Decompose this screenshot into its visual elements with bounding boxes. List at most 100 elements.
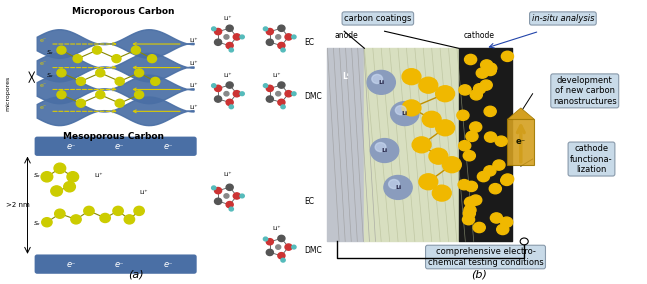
Circle shape <box>233 91 241 97</box>
FancyArrow shape <box>507 108 534 119</box>
Circle shape <box>371 139 399 162</box>
Circle shape <box>226 25 233 32</box>
Circle shape <box>240 35 245 39</box>
Circle shape <box>292 35 296 39</box>
Circle shape <box>96 91 105 99</box>
Circle shape <box>229 48 234 52</box>
FancyBboxPatch shape <box>35 137 197 156</box>
Text: e⁻: e⁻ <box>115 260 124 269</box>
Circle shape <box>73 55 82 63</box>
Circle shape <box>267 28 274 35</box>
Text: e⁻: e⁻ <box>67 142 76 151</box>
Circle shape <box>485 132 497 142</box>
Circle shape <box>435 86 455 102</box>
Circle shape <box>215 28 222 35</box>
Text: Lⁱ: Lⁱ <box>343 72 349 81</box>
Text: Li⁺: Li⁺ <box>272 226 281 231</box>
Circle shape <box>212 27 216 31</box>
Circle shape <box>212 84 216 87</box>
Circle shape <box>278 252 285 259</box>
Circle shape <box>54 209 65 218</box>
Circle shape <box>263 237 268 241</box>
Circle shape <box>501 175 513 185</box>
Circle shape <box>493 160 505 170</box>
Circle shape <box>113 206 124 216</box>
Text: $S_x$: $S_x$ <box>46 48 54 57</box>
Circle shape <box>276 245 281 249</box>
Circle shape <box>224 35 229 39</box>
Circle shape <box>495 136 507 146</box>
Text: Li⁺: Li⁺ <box>189 105 198 110</box>
Circle shape <box>233 34 241 40</box>
Circle shape <box>224 91 229 96</box>
Circle shape <box>278 82 285 88</box>
Text: Li: Li <box>382 148 388 153</box>
Circle shape <box>484 166 496 176</box>
Text: development
of new carbon
nanostructures: development of new carbon nanostructures <box>553 76 617 106</box>
Circle shape <box>226 184 233 191</box>
Circle shape <box>267 85 274 91</box>
Text: carbon coatings: carbon coatings <box>344 14 411 23</box>
Text: Li⁺: Li⁺ <box>224 73 232 78</box>
Text: Li: Li <box>402 111 408 116</box>
Circle shape <box>372 74 382 83</box>
Circle shape <box>501 174 514 184</box>
Circle shape <box>285 34 292 40</box>
Text: EC: EC <box>304 197 314 206</box>
Text: Li⁺: Li⁺ <box>272 73 281 78</box>
Text: DMC: DMC <box>304 92 322 101</box>
Circle shape <box>429 148 448 164</box>
Circle shape <box>384 176 412 199</box>
Circle shape <box>457 110 469 120</box>
Text: EC: EC <box>304 38 314 47</box>
Circle shape <box>263 84 268 87</box>
Circle shape <box>281 105 285 109</box>
Circle shape <box>131 46 140 54</box>
Text: Li⁺: Li⁺ <box>189 83 198 88</box>
Circle shape <box>497 224 509 235</box>
Text: e⁻: e⁻ <box>40 37 47 43</box>
Circle shape <box>50 186 62 196</box>
Circle shape <box>267 239 274 245</box>
Circle shape <box>466 131 478 141</box>
Circle shape <box>463 151 476 161</box>
Text: Li: Li <box>395 185 401 190</box>
Circle shape <box>224 194 229 198</box>
Text: Li⁺: Li⁺ <box>224 16 232 21</box>
Circle shape <box>148 55 157 63</box>
Circle shape <box>96 69 105 77</box>
Text: in-situ analysis: in-situ analysis <box>532 14 594 23</box>
Circle shape <box>470 90 483 100</box>
Circle shape <box>402 69 421 85</box>
Text: e⁻: e⁻ <box>115 142 124 151</box>
Circle shape <box>215 96 222 102</box>
Circle shape <box>115 77 124 85</box>
Circle shape <box>480 80 492 90</box>
Text: anode: anode <box>334 31 358 40</box>
Circle shape <box>367 70 395 94</box>
Circle shape <box>276 35 281 39</box>
Circle shape <box>473 222 485 233</box>
Circle shape <box>276 91 281 96</box>
Circle shape <box>226 99 233 105</box>
Circle shape <box>41 218 52 227</box>
Circle shape <box>484 106 496 116</box>
Circle shape <box>71 215 82 224</box>
FancyBboxPatch shape <box>35 254 197 274</box>
Text: Li⁺: Li⁺ <box>140 190 148 195</box>
Circle shape <box>115 99 124 107</box>
Text: Li⁺: Li⁺ <box>189 37 198 43</box>
Circle shape <box>54 163 65 173</box>
Circle shape <box>93 46 102 54</box>
Text: Mesoporous Carbon: Mesoporous Carbon <box>63 132 164 141</box>
Text: Li⁺: Li⁺ <box>94 173 103 178</box>
Circle shape <box>278 42 285 49</box>
Circle shape <box>389 179 399 189</box>
Text: DMC: DMC <box>304 246 322 255</box>
Circle shape <box>292 92 296 96</box>
Circle shape <box>67 172 79 182</box>
Circle shape <box>470 122 482 132</box>
Circle shape <box>212 186 216 190</box>
Text: cathode: cathode <box>463 31 494 40</box>
Circle shape <box>395 106 406 115</box>
